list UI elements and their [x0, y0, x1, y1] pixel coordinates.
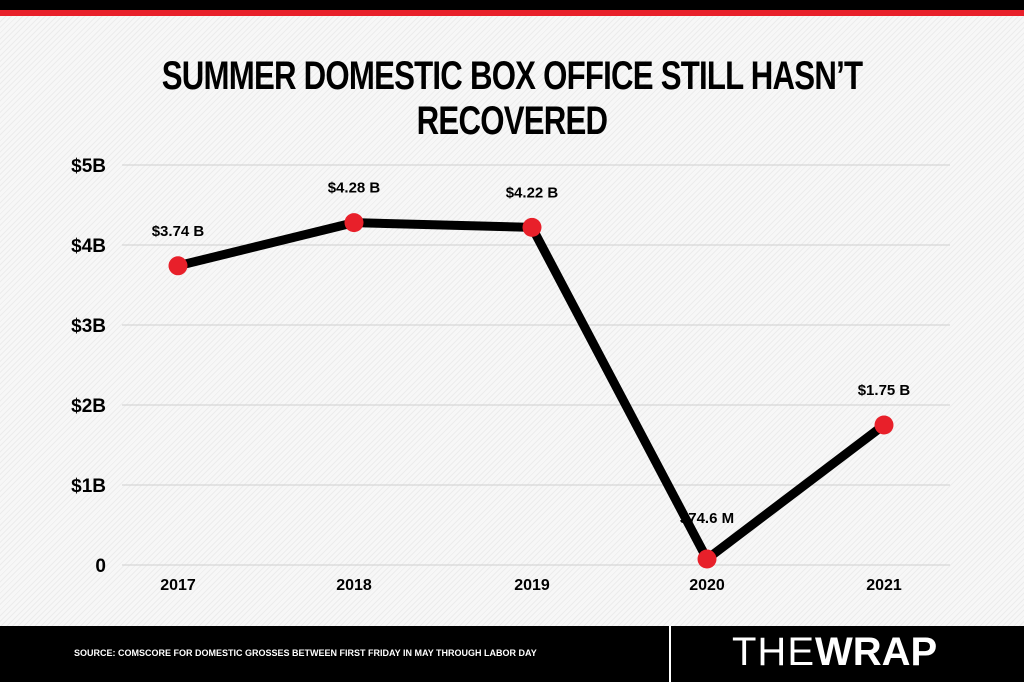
y-tick-label: $5B: [71, 156, 106, 177]
x-tick-label: 2018: [336, 577, 372, 594]
data-point: [697, 549, 717, 569]
thewrap-logo: THEWRAP: [732, 630, 937, 675]
y-tick-label: $2B: [71, 396, 106, 417]
footer: SOURCE: COMSCORE FOR DOMESTIC GROSSES BE…: [0, 626, 1024, 682]
data-label: $4.28 B: [328, 180, 381, 197]
series-line: [176, 218, 887, 564]
footer-divider: [669, 626, 671, 682]
data-point: [522, 217, 542, 237]
source-note: SOURCE: COMSCORE FOR DOMESTIC GROSSES BE…: [74, 648, 537, 658]
logo-the: THE: [732, 630, 815, 674]
line-chart: 0 $1B $2B $3B $4B $5B 2017 2018 2019 2020 2021 $3.7…: [71, 156, 950, 594]
x-tick-label: 2019: [514, 577, 550, 594]
data-label: $74.6 M: [680, 510, 734, 527]
y-tick-label: 0: [95, 556, 106, 577]
data-label: $1.75 B: [858, 382, 911, 399]
data-point: [874, 415, 894, 435]
chart-title: SUMMER DOMESTIC BOX OFFICE STILL HASN’T …: [161, 54, 863, 143]
top-black-bar: [0, 0, 1024, 10]
x-tick-label: 2017: [160, 577, 196, 594]
data-point: [168, 256, 188, 276]
y-tick-label: $4B: [71, 236, 106, 257]
data-point: [344, 213, 364, 233]
x-tick-label: 2021: [866, 577, 902, 594]
logo-wrap: WRAP: [815, 630, 938, 674]
y-tick-label: $3B: [71, 316, 106, 337]
data-label: $4.22 B: [506, 184, 559, 201]
x-tick-label: 2020: [689, 577, 725, 594]
top-red-bar: [0, 10, 1024, 16]
data-label: $3.74 B: [152, 223, 205, 240]
y-tick-label: $1B: [71, 476, 106, 497]
